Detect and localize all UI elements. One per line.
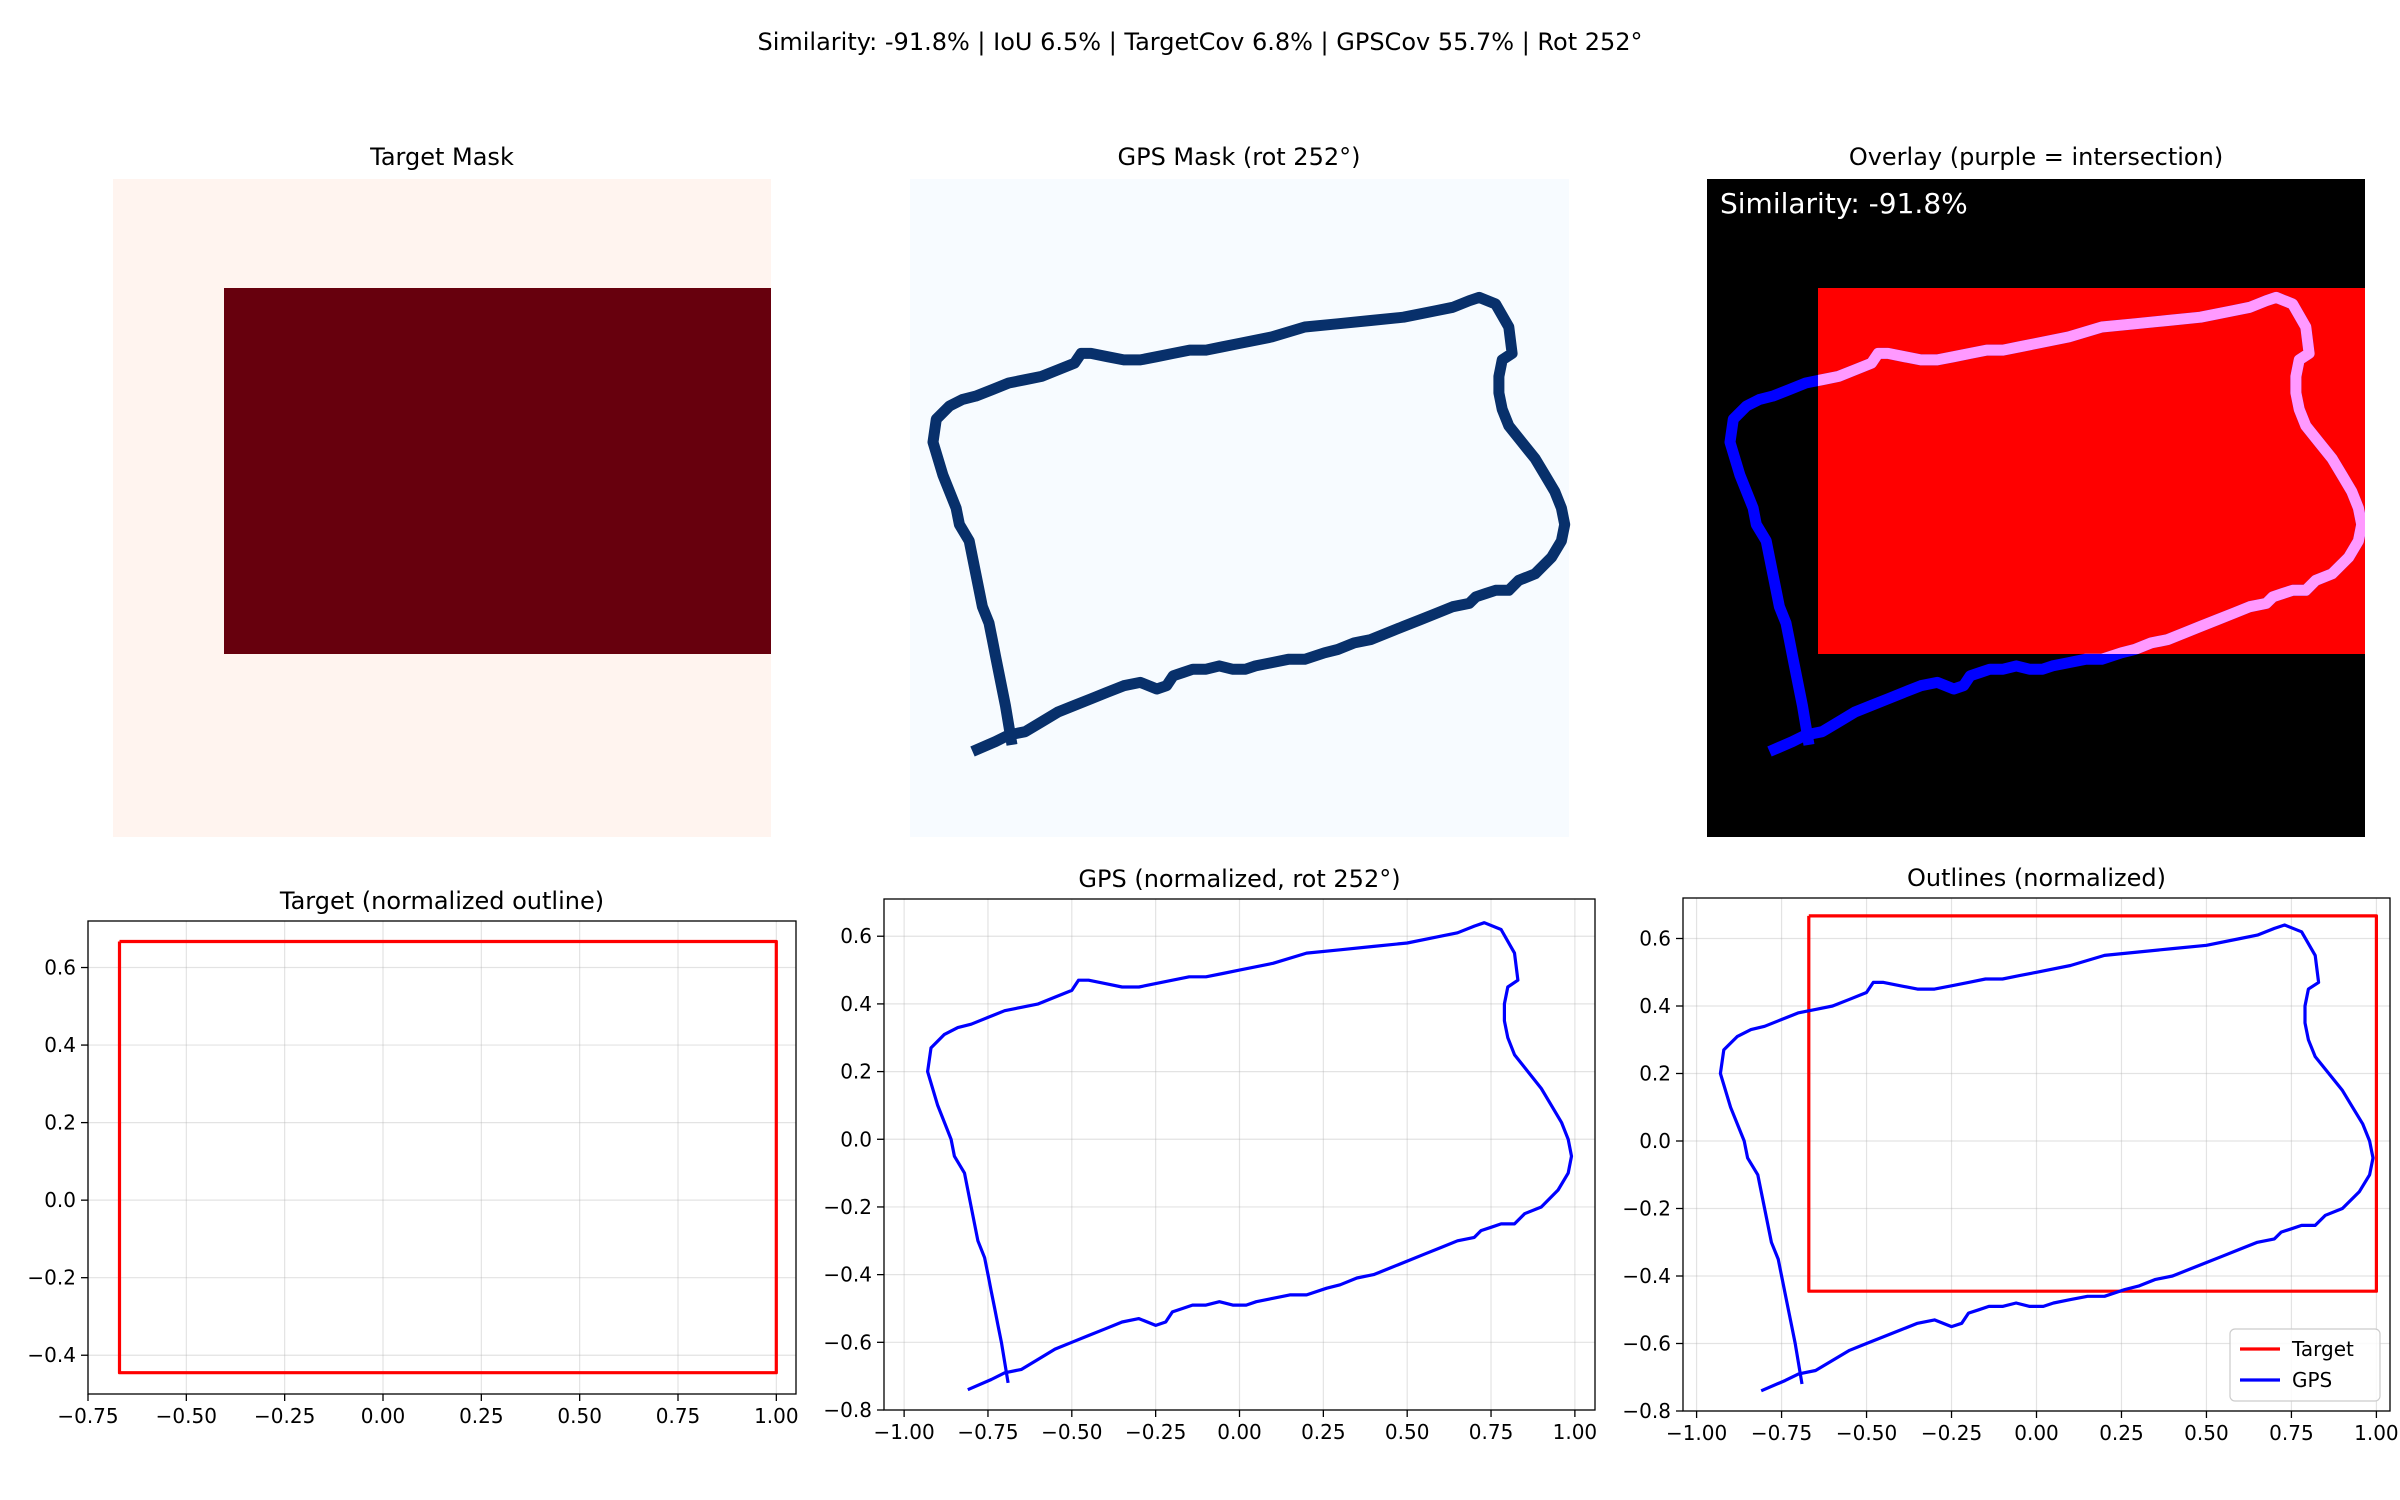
y-tick-label: 0.4 bbox=[44, 1033, 76, 1057]
chart-title: Target (normalized outline) bbox=[279, 887, 604, 915]
x-tick-label: 0.75 bbox=[656, 1404, 701, 1428]
x-tick-label: 0.25 bbox=[2099, 1421, 2144, 1445]
legend-label: GPS bbox=[2292, 1368, 2332, 1392]
y-tick-label: −0.6 bbox=[1622, 1332, 1671, 1356]
y-tick-label: 0.2 bbox=[1639, 1062, 1671, 1086]
y-tick-label: −0.8 bbox=[823, 1398, 872, 1422]
y-tick-label: −0.8 bbox=[1622, 1399, 1671, 1423]
y-tick-label: 0.4 bbox=[1639, 994, 1671, 1018]
series-line-gps bbox=[1720, 925, 2373, 1391]
y-tick-label: −0.2 bbox=[27, 1266, 76, 1290]
gps-mask-title: GPS Mask (rot 252°) bbox=[1118, 143, 1361, 171]
figure-suptitle: Similarity: -91.8% | IoU 6.5% | TargetCo… bbox=[757, 28, 1642, 56]
x-tick-label: 0.50 bbox=[2184, 1421, 2229, 1445]
x-tick-label: −0.75 bbox=[1751, 1421, 1812, 1445]
x-tick-label: 1.00 bbox=[754, 1404, 799, 1428]
y-tick-label: −0.2 bbox=[823, 1195, 872, 1219]
x-tick-label: 0.25 bbox=[1301, 1420, 1346, 1444]
gps-outline-chart: GPS (normalized, rot 252°) −1.00 −0.75 −0.5… bbox=[823, 865, 1597, 1444]
y-tick-label: −0.4 bbox=[823, 1263, 872, 1287]
x-tick-label: −0.75 bbox=[57, 1404, 118, 1428]
combined-outlines-chart: Outlines (normalized) −1.00 −0.75 −0.50 −0.2… bbox=[1622, 864, 2398, 1445]
series-line bbox=[928, 923, 1572, 1390]
x-tick-label: 0.00 bbox=[1217, 1420, 1262, 1444]
x-tick-label: −0.75 bbox=[957, 1420, 1018, 1444]
x-tick-label: −0.25 bbox=[254, 1404, 315, 1428]
y-tick-label: −0.4 bbox=[1622, 1264, 1671, 1288]
overlay-title: Overlay (purple = intersection) bbox=[1849, 143, 2223, 171]
y-tick-label: 0.0 bbox=[44, 1188, 76, 1212]
legend-label: Target bbox=[2291, 1337, 2354, 1361]
x-tick-label: −0.50 bbox=[1836, 1421, 1897, 1445]
x-tick-label: 1.00 bbox=[2354, 1421, 2399, 1445]
x-tick-label: 0.50 bbox=[1385, 1420, 1430, 1444]
x-tick-label: −0.25 bbox=[1921, 1421, 1982, 1445]
x-tick-label: −0.50 bbox=[1041, 1420, 1102, 1444]
y-tick-label: 0.0 bbox=[840, 1127, 872, 1151]
x-tick-label: −1.00 bbox=[873, 1420, 934, 1444]
x-tick-label: −0.25 bbox=[1125, 1420, 1186, 1444]
y-tick-label: −0.6 bbox=[823, 1330, 872, 1354]
gps-mask-panel: GPS Mask (rot 252°) bbox=[910, 143, 1569, 837]
y-tick-label: −0.2 bbox=[1622, 1197, 1671, 1221]
chart-title: GPS (normalized, rot 252°) bbox=[1078, 865, 1400, 893]
y-tick-label: 0.4 bbox=[840, 992, 872, 1016]
target-mask-title: Target Mask bbox=[369, 143, 514, 171]
target-outline-chart: Target (normalized outline) −0.75 −0.50 −0.… bbox=[27, 887, 798, 1428]
x-tick-label: 0.50 bbox=[557, 1404, 602, 1428]
x-tick-label: 1.00 bbox=[1553, 1420, 1598, 1444]
target-mask-panel: Target Mask bbox=[113, 143, 771, 837]
y-tick-label: 0.6 bbox=[1639, 927, 1671, 951]
x-tick-label: 0.00 bbox=[361, 1404, 406, 1428]
x-tick-label: 0.75 bbox=[2269, 1421, 2314, 1445]
chart-title: Outlines (normalized) bbox=[1907, 864, 2166, 892]
y-tick-label: 0.6 bbox=[840, 924, 872, 948]
x-tick-label: −1.00 bbox=[1666, 1421, 1727, 1445]
x-tick-label: 0.75 bbox=[1469, 1420, 1514, 1444]
y-tick-label: 0.2 bbox=[44, 1111, 76, 1135]
overlay-panel: Overlay (purple = intersection) Similari… bbox=[1707, 143, 2365, 837]
y-tick-label: 0.6 bbox=[44, 956, 76, 980]
overlay-annotation: Similarity: -91.8% bbox=[1720, 187, 1968, 220]
x-tick-label: −0.50 bbox=[156, 1404, 217, 1428]
y-tick-label: 0.2 bbox=[840, 1060, 872, 1084]
axes-frame bbox=[88, 921, 796, 1394]
x-tick-label: 0.25 bbox=[459, 1404, 504, 1428]
target-mask-region bbox=[224, 288, 771, 654]
y-tick-label: 0.0 bbox=[1639, 1129, 1671, 1153]
x-tick-label: 0.00 bbox=[2014, 1421, 2059, 1445]
y-tick-label: −0.4 bbox=[27, 1343, 76, 1367]
